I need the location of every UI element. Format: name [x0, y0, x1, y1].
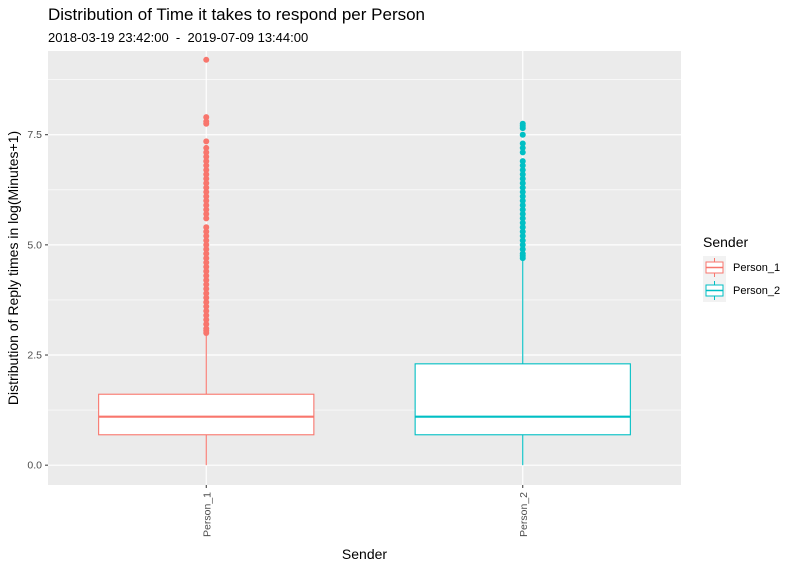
outlier-point	[203, 290, 210, 297]
outlier-point	[203, 277, 210, 284]
outlier-point	[203, 114, 210, 121]
outlier-point	[519, 224, 526, 231]
legend-item-label: Person_2	[733, 285, 780, 297]
outlier-point	[203, 224, 210, 231]
outlier-point	[203, 263, 210, 270]
outlier-point	[203, 268, 210, 275]
outlier-point	[519, 140, 526, 147]
outlier-point	[203, 56, 210, 63]
outlier-point	[519, 241, 526, 248]
outlier-point	[519, 162, 526, 169]
outlier-point	[203, 233, 210, 240]
outlier-point	[203, 197, 210, 204]
box-person-2	[414, 120, 631, 466]
outlier-point	[519, 131, 526, 138]
outlier-point	[203, 294, 210, 301]
outlier-point	[203, 321, 210, 328]
outlier-point	[203, 215, 210, 222]
x-tick-label: Person_1	[201, 492, 213, 537]
outlier-point	[203, 237, 210, 244]
box-series	[98, 56, 631, 466]
y-axis: 0.0 2.5 5.0 7.5	[27, 129, 48, 472]
outlier-point	[203, 307, 210, 314]
outlier-point	[519, 202, 526, 209]
outlier-point	[203, 166, 210, 173]
outlier-point	[203, 188, 210, 195]
outlier-point	[519, 188, 526, 195]
x-axis-label: Sender	[342, 546, 387, 562]
outlier-point	[203, 325, 210, 332]
outlier-point	[519, 250, 526, 257]
outlier-point	[519, 219, 526, 226]
outlier-point	[203, 259, 210, 266]
outlier-point	[203, 246, 210, 253]
outlier-point	[519, 180, 526, 187]
outlier-point	[203, 206, 210, 213]
legend: Sender Person_1 Person_2	[703, 234, 780, 302]
outlier-point	[203, 272, 210, 279]
outlier-point	[203, 241, 210, 248]
outlier-point	[519, 144, 526, 151]
outlier-point	[519, 206, 526, 213]
outlier-point	[519, 166, 526, 173]
outlier-point	[203, 202, 210, 209]
chart-subtitle: 2018-03-19 23:42:00 - 2019-07-09 13:44:0…	[48, 30, 308, 45]
outlier-point	[203, 303, 210, 310]
outlier-point	[203, 312, 210, 319]
box-iqr	[98, 393, 315, 436]
x-tick-label: Person_2	[518, 492, 530, 537]
outlier-point	[203, 228, 210, 235]
outlier-point	[519, 120, 526, 127]
outlier-point	[519, 237, 526, 244]
x-axis: Person_1 Person_2	[201, 485, 530, 537]
y-tick-label: 5.0	[27, 239, 42, 251]
y-tick-label: 0.0	[27, 460, 42, 472]
outlier-point	[203, 149, 210, 156]
outlier-point	[203, 171, 210, 178]
outlier-point	[519, 246, 526, 253]
outlier-point	[519, 184, 526, 191]
outlier-point	[519, 228, 526, 235]
y-tick-label: 7.5	[27, 129, 42, 141]
outlier-point	[519, 175, 526, 182]
outlier-point	[203, 184, 210, 191]
outlier-point	[519, 233, 526, 240]
outlier-point	[519, 215, 526, 222]
outlier-point	[203, 299, 210, 306]
outlier-point	[519, 193, 526, 200]
outlier-point	[203, 180, 210, 187]
outlier-point	[203, 118, 210, 125]
outlier-point	[519, 211, 526, 218]
outlier-point	[203, 144, 210, 151]
y-axis-label: Distribution of Reply times in log(Minut…	[5, 131, 21, 405]
outlier-point	[203, 162, 210, 169]
outlier-point	[203, 211, 210, 218]
outlier-point	[203, 153, 210, 160]
legend-item-label: Person_1	[733, 262, 780, 274]
outlier-point	[519, 197, 526, 204]
outlier-point	[519, 158, 526, 165]
outlier-point	[203, 193, 210, 200]
y-tick-label: 2.5	[27, 350, 42, 362]
outlier-point	[519, 149, 526, 156]
legend-item-person-2: Person_2	[703, 279, 780, 302]
outlier-point	[203, 316, 210, 323]
outlier-point	[519, 171, 526, 178]
legend-title: Sender	[703, 234, 748, 250]
box-person-1	[98, 56, 315, 466]
outlier-point	[203, 281, 210, 288]
outlier-point	[203, 250, 210, 257]
outlier-point	[203, 285, 210, 292]
outlier-point	[203, 255, 210, 262]
outlier-point	[203, 138, 210, 145]
box-iqr	[414, 363, 631, 436]
chart-title: Distribution of Time it takes to respond…	[48, 5, 425, 24]
legend-item-person-1: Person_1	[703, 256, 780, 279]
outlier-point	[203, 158, 210, 165]
outlier-point	[203, 175, 210, 182]
